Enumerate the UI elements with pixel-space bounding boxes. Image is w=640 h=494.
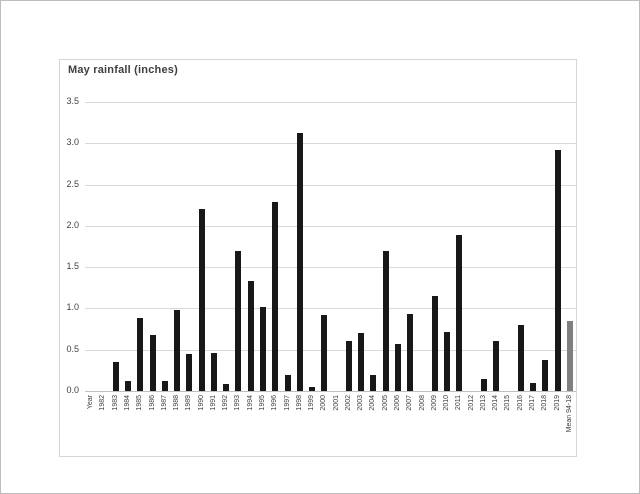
bar-2009 <box>432 296 438 391</box>
gridline <box>85 350 576 351</box>
bar-2011 <box>456 235 462 391</box>
y-tick-label: 2.0 <box>66 220 79 230</box>
y-tick-label: 0.0 <box>66 385 79 395</box>
x-tick-label: 1995 <box>259 395 266 411</box>
x-tick-label: 1990 <box>198 395 205 411</box>
bar-2000 <box>321 315 327 391</box>
bar-2010 <box>444 332 450 391</box>
bar-2002 <box>346 341 352 391</box>
x-tick-label: 1982 <box>99 395 106 411</box>
x-tick-label: 1985 <box>136 395 143 411</box>
x-tick-label: 2012 <box>468 395 475 411</box>
x-tick-label: 2014 <box>492 395 499 411</box>
bar-2018 <box>542 360 548 391</box>
bar-1991 <box>211 353 217 391</box>
x-tick-label: 1987 <box>161 395 168 411</box>
y-tick-label: 1.5 <box>66 261 79 271</box>
x-tick-label: 1999 <box>308 395 315 411</box>
bar-2007 <box>407 314 413 391</box>
x-tick-label: 2016 <box>517 395 524 411</box>
bar-1992 <box>223 384 229 391</box>
x-tick-label: 1989 <box>185 395 192 411</box>
bar-2016 <box>518 325 524 391</box>
bar-1989 <box>186 354 192 391</box>
x-tick-label: 2017 <box>529 395 536 411</box>
x-tick-label: 2010 <box>443 395 450 411</box>
x-tick-label: 1984 <box>124 395 131 411</box>
x-tick-label: 2004 <box>369 395 376 411</box>
bar-2013 <box>481 379 487 391</box>
bar-1990 <box>199 209 205 391</box>
bar-1993 <box>235 251 241 391</box>
gridline <box>85 267 576 268</box>
x-tick-label: 1986 <box>149 395 156 411</box>
x-tick-label: 2008 <box>419 395 426 411</box>
x-tick-label: 2002 <box>345 395 352 411</box>
bar-1986 <box>150 335 156 391</box>
bar-2003 <box>358 333 364 391</box>
bar-2014 <box>493 341 499 391</box>
chart-title: May rainfall (inches) <box>68 64 178 76</box>
x-tick-label: 1998 <box>296 395 303 411</box>
y-tick-label: 2.5 <box>66 179 79 189</box>
y-tick-label: 0.5 <box>66 344 79 354</box>
x-tick-label: 2013 <box>480 395 487 411</box>
x-tick-label: 1983 <box>112 395 119 411</box>
x-tick-label: 2019 <box>554 395 561 411</box>
bar-1983 <box>113 362 119 391</box>
bar-1998 <box>297 133 303 391</box>
x-tick-label: 1992 <box>222 395 229 411</box>
rainfall-bar-chart: May rainfall (inches) 0.0 0.5 1.0 1.5 2.0 2.5… <box>59 59 577 457</box>
x-tick-label: 1997 <box>284 395 291 411</box>
x-tick-label: 2007 <box>406 395 413 411</box>
bar-1994 <box>248 281 254 391</box>
gridline <box>85 185 576 186</box>
bar-2004 <box>370 375 376 391</box>
x-tick-label: 2006 <box>394 395 401 411</box>
bar-1997 <box>285 375 291 391</box>
x-tick-label: 1988 <box>173 395 180 411</box>
bar-1985 <box>137 318 143 391</box>
bar-1987 <box>162 381 168 391</box>
bar-2017 <box>530 383 536 391</box>
x-tick-label: Mean 94-18 <box>566 395 573 433</box>
x-tick-label: 2003 <box>357 395 364 411</box>
bar-1988 <box>174 310 180 391</box>
x-tick-label: 2009 <box>431 395 438 411</box>
bar-1999 <box>309 387 315 391</box>
bar-2006 <box>395 344 401 391</box>
x-tick-label: 1993 <box>234 395 241 411</box>
bar-2019 <box>555 150 561 391</box>
x-axis-line <box>85 391 576 392</box>
bar-1995 <box>260 307 266 391</box>
x-tick-label: 1994 <box>247 395 254 411</box>
x-tick-label: 2011 <box>455 395 462 411</box>
bar-2005 <box>383 251 389 391</box>
gridline <box>85 102 576 103</box>
bar-mean-94-18 <box>567 321 573 391</box>
x-tick-label: 2005 <box>382 395 389 411</box>
bar-1996 <box>272 202 278 391</box>
bar-1984 <box>125 381 131 391</box>
x-tick-label: Year <box>87 395 94 410</box>
x-tick-label: 2000 <box>320 395 327 411</box>
x-tick-label: 1991 <box>210 395 217 411</box>
x-tick-label: 2001 <box>333 395 340 411</box>
x-tick-label: 2015 <box>504 395 511 411</box>
y-tick-label: 1.0 <box>66 302 79 312</box>
gridline <box>85 226 576 227</box>
gridline <box>85 143 576 144</box>
y-tick-label: 3.0 <box>66 137 79 147</box>
x-tick-label: 2018 <box>541 395 548 411</box>
y-tick-label: 3.5 <box>66 96 79 106</box>
gridline <box>85 308 576 309</box>
x-tick-label: 1996 <box>271 395 278 411</box>
